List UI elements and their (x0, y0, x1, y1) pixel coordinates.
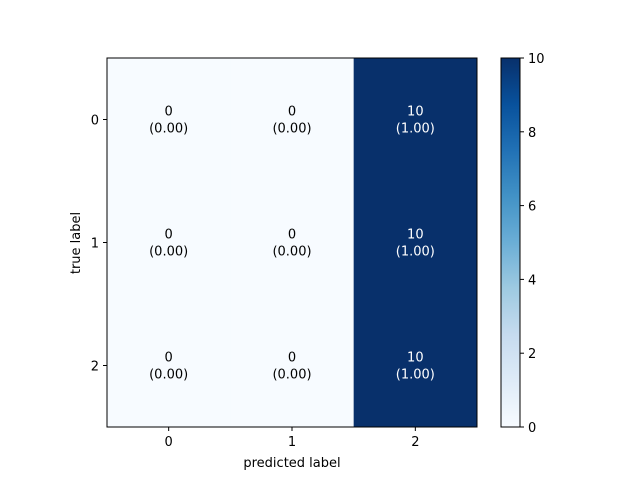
heatmap-cell (107, 181, 231, 305)
cell-normalized-label: (0.00) (149, 122, 188, 137)
cell-count-label: 10 (407, 351, 424, 366)
colorbar: 0 2 4 6 8 10 (500, 52, 545, 436)
cell-count-label: 0 (288, 228, 296, 243)
cell-normalized-label: (0.00) (272, 122, 311, 137)
colorbar-tick-label: 6 (528, 200, 536, 215)
cell-count-label: 0 (288, 105, 296, 120)
y-tick-label: 1 (91, 237, 99, 252)
x-axis: 0 1 2 (165, 427, 419, 450)
heatmap-cell (353, 181, 478, 305)
x-tick-label: 2 (411, 435, 419, 450)
cell-normalized-label: (1.00) (396, 368, 435, 383)
cell-normalized-label: (1.00) (396, 122, 435, 137)
colorbar-ticks: 0 2 4 6 8 10 (520, 52, 545, 436)
cell-count-label: 10 (407, 105, 424, 120)
y-axis: 0 1 2 (91, 114, 107, 375)
cell-count-label: 0 (288, 351, 296, 366)
y-tick-label: 0 (91, 114, 99, 129)
cell-normalized-label: (0.00) (149, 245, 188, 260)
heatmap-cell (107, 304, 231, 428)
heatmap-cell (353, 58, 478, 182)
cell-count-label: 0 (165, 228, 173, 243)
colorbar-gradient (501, 58, 520, 427)
cell-normalized-label: (0.00) (149, 368, 188, 383)
heatmap-cells (107, 58, 478, 428)
cell-count-label: 0 (165, 351, 173, 366)
colorbar-frame (500, 57, 521, 428)
cell-normalized-label: (1.00) (396, 245, 435, 260)
heatmap-cell (107, 58, 231, 182)
x-axis-label: predicted label (243, 456, 340, 471)
colorbar-tick-label: 10 (528, 52, 545, 67)
y-axis-label: true label (69, 212, 84, 274)
colorbar-tick-label: 8 (528, 126, 536, 141)
cell-count-label: 10 (407, 228, 424, 243)
cell-normalized-label: (0.00) (272, 245, 311, 260)
cell-normalized-label: (0.00) (272, 368, 311, 383)
y-tick-label: 2 (91, 360, 99, 375)
colorbar-tick-label: 4 (528, 273, 536, 288)
colorbar-tick-label: 2 (528, 347, 536, 362)
x-tick-label: 1 (288, 435, 296, 450)
heatmap-cell (230, 181, 355, 305)
cell-labels: 0 (0.00) 0 (0.00) 10 (1.00) 0 (0.00) 0 (0.00) 10 (1… (149, 105, 435, 383)
colorbar-tick-label: 0 (528, 421, 536, 436)
cell-count-label: 0 (165, 105, 173, 120)
x-tick-label: 0 (165, 435, 173, 450)
heatmap-cell (353, 304, 478, 428)
heatmap-cell (230, 304, 355, 428)
heatmap-cell (230, 58, 355, 182)
